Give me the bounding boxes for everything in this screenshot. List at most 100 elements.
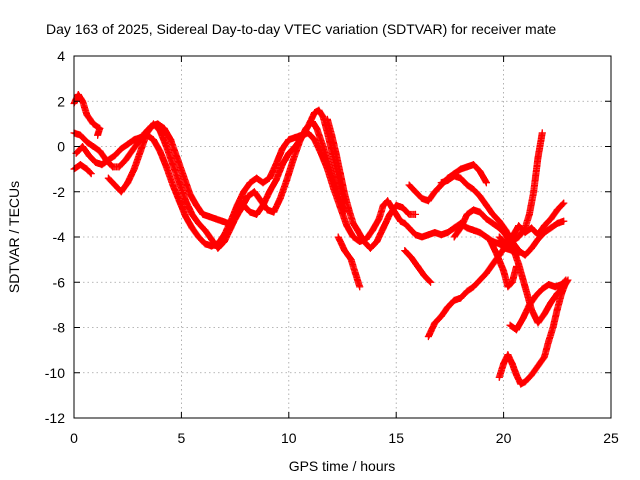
data-point bbox=[104, 174, 112, 182]
data-point bbox=[349, 219, 357, 227]
data-point bbox=[547, 224, 555, 232]
data-point bbox=[534, 231, 542, 239]
data-point bbox=[83, 111, 91, 119]
data-point bbox=[341, 247, 349, 255]
data-point bbox=[311, 109, 319, 117]
y-tick-label: -10 bbox=[45, 365, 65, 381]
data-point bbox=[354, 226, 362, 234]
data-point bbox=[356, 283, 364, 291]
data-point bbox=[540, 310, 548, 318]
data-point bbox=[384, 197, 392, 205]
data-point bbox=[506, 321, 514, 329]
data-series bbox=[104, 106, 349, 252]
data-point bbox=[431, 228, 439, 236]
data-point bbox=[500, 360, 508, 368]
data-point bbox=[463, 210, 471, 218]
data-point bbox=[117, 145, 125, 153]
data-point bbox=[525, 210, 533, 218]
data-point bbox=[515, 222, 523, 230]
data-point bbox=[540, 353, 548, 361]
data-point bbox=[233, 210, 241, 218]
data-point bbox=[117, 188, 125, 196]
data-point bbox=[192, 201, 200, 209]
data-point bbox=[330, 185, 338, 193]
data-point bbox=[156, 127, 164, 135]
data-point bbox=[450, 224, 458, 232]
data-point bbox=[470, 283, 478, 291]
data-point bbox=[323, 165, 331, 173]
data-point bbox=[315, 106, 323, 114]
data-point bbox=[285, 149, 293, 157]
data-point bbox=[551, 283, 559, 291]
data-point bbox=[175, 197, 183, 205]
data-point bbox=[444, 228, 452, 236]
data-point bbox=[79, 143, 87, 150]
data-point bbox=[83, 165, 91, 173]
data-point bbox=[482, 269, 490, 277]
data-point bbox=[240, 201, 248, 209]
data-point bbox=[515, 233, 523, 241]
data-point bbox=[495, 224, 503, 232]
data-point bbox=[558, 281, 566, 289]
data-point bbox=[270, 208, 278, 216]
data-point bbox=[265, 174, 273, 182]
data-point bbox=[319, 113, 327, 121]
x-tick-label: 0 bbox=[70, 430, 78, 446]
data-point bbox=[386, 210, 394, 218]
data-point bbox=[420, 271, 428, 279]
data-point bbox=[250, 188, 258, 196]
data-point bbox=[534, 154, 542, 162]
data-point bbox=[463, 224, 471, 232]
data-point bbox=[476, 192, 484, 200]
data-point bbox=[431, 319, 439, 327]
data-point bbox=[437, 179, 445, 187]
data-point bbox=[476, 228, 484, 236]
data-point bbox=[96, 147, 104, 155]
x-tick-label: 25 bbox=[603, 430, 619, 446]
data-series bbox=[401, 247, 435, 286]
data-point bbox=[366, 244, 374, 252]
data-point bbox=[124, 179, 132, 187]
data-point bbox=[545, 337, 553, 345]
data-series bbox=[495, 278, 570, 388]
data-point bbox=[246, 179, 254, 187]
x-axis-label: GPS time / hours bbox=[289, 458, 396, 474]
data-point bbox=[547, 215, 555, 223]
data-point bbox=[336, 204, 344, 212]
data-point bbox=[304, 122, 312, 130]
data-point bbox=[169, 181, 177, 189]
data-point bbox=[463, 163, 471, 171]
data-point bbox=[553, 305, 561, 313]
data-point bbox=[437, 312, 445, 320]
data-point bbox=[283, 176, 291, 184]
data-point bbox=[396, 217, 404, 225]
data-point bbox=[558, 290, 566, 298]
data-point bbox=[470, 226, 478, 234]
data-point bbox=[424, 333, 432, 341]
data-point bbox=[519, 314, 527, 322]
marks-layer bbox=[70, 90, 572, 388]
data-point bbox=[259, 179, 267, 187]
data-point bbox=[137, 147, 145, 155]
data-point bbox=[457, 224, 465, 232]
data-point bbox=[188, 224, 196, 232]
data-point bbox=[482, 215, 490, 223]
data-point bbox=[87, 170, 95, 178]
plot-frame bbox=[73, 55, 612, 419]
data-series bbox=[323, 115, 420, 252]
data-point bbox=[317, 149, 325, 157]
data-point bbox=[115, 163, 123, 171]
data-point bbox=[246, 208, 254, 216]
data-point bbox=[424, 231, 432, 239]
data-point bbox=[427, 278, 435, 286]
data-point bbox=[162, 143, 170, 150]
y-tick-label: 0 bbox=[57, 139, 65, 155]
data-point bbox=[538, 285, 546, 293]
y-tick-label: -6 bbox=[53, 274, 66, 290]
data-point bbox=[201, 226, 209, 234]
y-tick-label: -4 bbox=[53, 229, 66, 245]
data-point bbox=[502, 231, 510, 239]
data-point bbox=[450, 233, 458, 241]
data-point bbox=[444, 303, 452, 311]
data-point bbox=[76, 161, 84, 169]
